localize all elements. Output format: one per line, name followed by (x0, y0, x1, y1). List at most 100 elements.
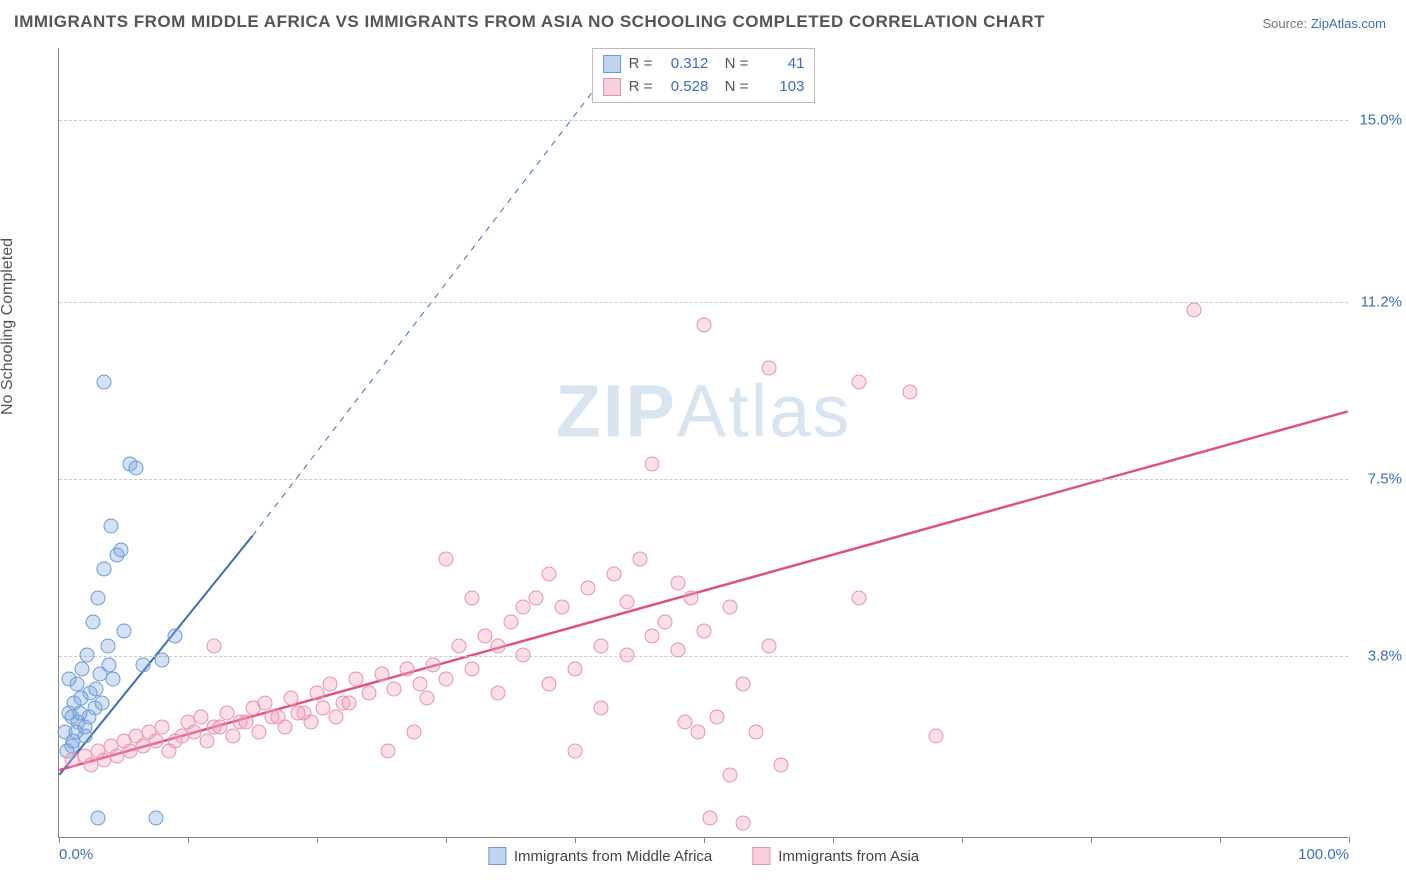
scatter-point (106, 672, 121, 687)
scatter-point (703, 810, 718, 825)
watermark: ZIPAtlas (556, 368, 852, 453)
scatter-point (606, 566, 621, 581)
scatter-point (490, 686, 505, 701)
scatter-point (503, 614, 518, 629)
y-tick-label: 11.2% (1361, 293, 1402, 310)
scatter-point (761, 638, 776, 653)
scatter-point (929, 729, 944, 744)
legend-label-2: Immigrants from Asia (778, 848, 919, 865)
scatter-point (645, 456, 660, 471)
scatter-point (400, 662, 415, 677)
x-tick (962, 837, 963, 843)
scatter-point (671, 576, 686, 591)
scatter-point (426, 657, 441, 672)
scatter-point (684, 590, 699, 605)
x-tick (188, 837, 189, 843)
scatter-point (361, 686, 376, 701)
x-tick (1220, 837, 1221, 843)
x-tick (1091, 837, 1092, 843)
scatter-point (75, 662, 90, 677)
scatter-point (439, 672, 454, 687)
scatter-point (342, 695, 357, 710)
stats-row-series1: R = 0.312 N = 41 (603, 53, 805, 76)
scatter-point (322, 676, 337, 691)
scatter-point (226, 729, 241, 744)
scatter-point (200, 734, 215, 749)
scatter-point (464, 590, 479, 605)
stat-n-value-1: 41 (756, 53, 804, 76)
gridline (59, 479, 1348, 480)
scatter-point (709, 710, 724, 725)
scatter-point (568, 662, 583, 677)
scatter-point (529, 590, 544, 605)
scatter-point (129, 461, 144, 476)
watermark-bold: ZIP (556, 369, 677, 452)
scatter-point (580, 581, 595, 596)
scatter-point (387, 681, 402, 696)
stat-n-label: N = (716, 76, 748, 99)
source-prefix: Source: (1262, 16, 1310, 31)
gridline (59, 302, 1348, 303)
scatter-point (658, 614, 673, 629)
scatter-point (419, 691, 434, 706)
scatter-point (542, 566, 557, 581)
x-tick (59, 837, 60, 843)
gridline (59, 656, 1348, 657)
scatter-point (113, 542, 128, 557)
trend-line (59, 411, 1347, 770)
scatter-point (66, 734, 81, 749)
scatter-point (748, 724, 763, 739)
x-tick (575, 837, 576, 843)
scatter-point (206, 638, 221, 653)
stat-n-label: N = (716, 53, 748, 76)
scatter-point (568, 743, 583, 758)
scatter-point (451, 638, 466, 653)
y-tick-label: 15.0% (1359, 111, 1402, 128)
stat-r-value-1: 0.312 (660, 53, 708, 76)
scatter-point (851, 590, 866, 605)
x-tick (704, 837, 705, 843)
source-link[interactable]: ZipAtlas.com (1311, 16, 1386, 31)
scatter-point (85, 614, 100, 629)
legend-item-1: Immigrants from Middle Africa (488, 847, 712, 865)
stat-r-label: R = (629, 76, 653, 99)
stat-n-value-2: 103 (756, 76, 804, 99)
chart-title: IMMIGRANTS FROM MIDDLE AFRICA VS IMMIGRA… (14, 12, 1045, 32)
scatter-point (135, 657, 150, 672)
scatter-point (102, 657, 117, 672)
scatter-point (97, 375, 112, 390)
scatter-point (97, 561, 112, 576)
scatter-point (619, 595, 634, 610)
swatch-blue-icon (603, 55, 621, 73)
scatter-point (464, 662, 479, 677)
watermark-light: Atlas (677, 369, 852, 452)
scatter-point (94, 695, 109, 710)
x-tick (446, 837, 447, 843)
scatter-point (1187, 303, 1202, 318)
stat-r-value-2: 0.528 (660, 76, 708, 99)
x-tick (1349, 837, 1350, 843)
correlation-stats-box: R = 0.312 N = 41 R = 0.528 N = 103 (592, 48, 816, 103)
scatter-point (697, 624, 712, 639)
scatter-point (697, 317, 712, 332)
scatter-point (516, 600, 531, 615)
scatter-point (735, 676, 750, 691)
scatter-point (632, 552, 647, 567)
x-tick (833, 837, 834, 843)
x-tick-label: 0.0% (59, 846, 93, 863)
swatch-pink-icon (603, 78, 621, 96)
scatter-point (406, 724, 421, 739)
trend-line-dashed (253, 48, 627, 536)
scatter-point (116, 624, 131, 639)
scatter-point (277, 719, 292, 734)
bottom-legend: Immigrants from Middle Africa Immigrants… (488, 847, 919, 865)
source-attribution: Source: ZipAtlas.com (1262, 16, 1386, 31)
scatter-point (80, 648, 95, 663)
scatter-point (490, 638, 505, 653)
y-tick-label: 3.8% (1368, 648, 1402, 665)
gridline (59, 120, 1348, 121)
scatter-point (774, 758, 789, 773)
scatter-point (645, 628, 660, 643)
scatter-point (671, 643, 686, 658)
scatter-point (722, 767, 737, 782)
